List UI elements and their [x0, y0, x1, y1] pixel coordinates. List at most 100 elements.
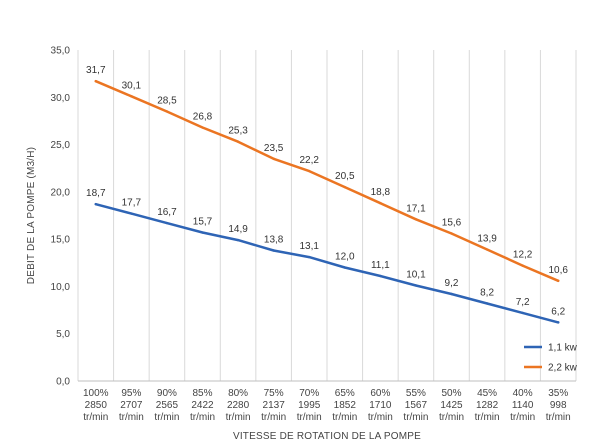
data-point	[201, 231, 204, 234]
x-tick-label-unit: tr/min	[368, 412, 393, 423]
data-point	[94, 202, 97, 206]
data-label: 18,7	[86, 188, 106, 199]
data-point	[557, 321, 560, 324]
data-label: 10,1	[406, 269, 426, 280]
data-point	[308, 255, 311, 259]
y-tick-label: 30,0	[51, 93, 71, 104]
data-point	[450, 232, 453, 235]
x-tick-label-rpm: 998	[550, 400, 567, 411]
x-tick-label-pct: 70%	[299, 388, 319, 399]
x-tick-label-pct: 50%	[441, 388, 461, 399]
x-tick-label-unit: tr/min	[332, 412, 357, 423]
data-point	[272, 157, 275, 160]
data-label: 12,2	[513, 250, 533, 261]
x-tick-label-rpm: 2565	[156, 400, 179, 411]
data-point	[485, 248, 489, 251]
x-tick-label-unit: tr/min	[475, 412, 500, 423]
data-point	[165, 221, 169, 225]
y-tick-label: 35,0	[51, 46, 71, 57]
data-point	[201, 126, 204, 129]
x-tick-label-rpm: 1567	[405, 400, 428, 411]
data-label: 17,1	[406, 203, 426, 214]
x-tick-label-unit: tr/min	[439, 412, 464, 423]
data-label: 20,5	[335, 171, 355, 182]
data-label: 8,2	[480, 287, 494, 298]
series-line-2	[94, 79, 560, 283]
x-tick-label-rpm: 2422	[191, 400, 214, 411]
x-axis-title: VITESSE DE ROTATION DE LA POMPE	[233, 431, 421, 442]
data-point	[308, 169, 311, 173]
data-label: 9,2	[445, 278, 459, 289]
data-label: 6,2	[551, 306, 565, 317]
data-label: 30,1	[122, 80, 142, 91]
data-label: 23,5	[264, 143, 284, 154]
y-tick-label: 10,0	[51, 282, 71, 293]
data-point	[236, 140, 240, 143]
x-tick-label-unit: tr/min	[403, 412, 428, 423]
x-tick-label-unit: tr/min	[190, 412, 215, 423]
data-label: 13,8	[264, 234, 284, 245]
x-tick-label-pct: 35%	[548, 388, 568, 399]
data-label: 14,9	[228, 224, 248, 235]
data-label: 22,2	[299, 155, 319, 166]
series-line-1	[94, 202, 560, 324]
x-tick-label-pct: 80%	[228, 388, 248, 399]
x-tick-label-rpm: 2707	[120, 400, 143, 411]
x-tick-label-unit: tr/min	[154, 412, 179, 423]
data-point	[521, 264, 524, 267]
data-label: 17,7	[122, 198, 142, 209]
legend-label: 1,1 kw	[548, 343, 578, 354]
x-tick-label-rpm: 1852	[334, 400, 357, 411]
x-tick-label-unit: tr/min	[83, 412, 108, 423]
data-point	[557, 279, 560, 282]
data-label: 26,8	[193, 112, 213, 123]
data-label: 10,6	[548, 265, 568, 276]
x-tick-label-pct: 90%	[157, 388, 177, 399]
y-tick-label: 20,0	[51, 187, 71, 198]
data-point	[379, 274, 382, 278]
x-tick-label-pct: 95%	[121, 388, 141, 399]
data-label: 16,7	[157, 207, 177, 218]
data-label: 28,5	[157, 95, 177, 106]
data-point	[379, 202, 382, 205]
x-tick-label-pct: 60%	[370, 388, 390, 399]
y-tick-label: 15,0	[51, 235, 71, 246]
data-point	[130, 95, 133, 98]
data-point	[414, 218, 418, 221]
x-tick-label-rpm: 1140	[512, 400, 534, 411]
x-tick-label-rpm: 1710	[369, 400, 392, 411]
data-label: 11,1	[371, 260, 390, 271]
x-tick-label-rpm: 2280	[227, 400, 250, 411]
x-tick-label-rpm: 2137	[263, 400, 286, 411]
data-point	[272, 249, 275, 252]
data-point	[485, 302, 489, 305]
x-tick-label-unit: tr/min	[261, 412, 286, 423]
x-tick-label-rpm: 2850	[85, 400, 108, 411]
data-point	[414, 284, 418, 287]
data-point	[521, 311, 524, 315]
x-tick-label-unit: tr/min	[546, 412, 571, 423]
x-tick-label-pct: 40%	[513, 388, 533, 399]
y-tick-label: 5,0	[56, 329, 70, 340]
y-axis-title: DEBIT DE LA POMPE (M3/H)	[26, 147, 37, 284]
x-tick-label-pct: 45%	[477, 388, 497, 399]
data-point	[165, 110, 169, 113]
data-point	[343, 185, 346, 189]
x-tick-label-rpm: 1995	[298, 400, 321, 411]
x-tick-label-unit: tr/min	[119, 412, 144, 423]
data-label: 13,1	[299, 241, 319, 252]
data-point	[236, 238, 240, 242]
y-tick-label: 25,0	[51, 140, 71, 151]
data-label: 15,6	[442, 217, 462, 228]
data-label: 31,7	[86, 65, 106, 76]
x-tick-label-unit: tr/min	[297, 412, 322, 423]
data-label: 12,0	[335, 252, 355, 263]
x-tick-label-pct: 55%	[406, 388, 426, 399]
y-tick-label: 0,0	[56, 377, 70, 388]
data-point	[450, 292, 453, 296]
x-tick-label-pct: 65%	[335, 388, 355, 399]
x-tick-label-unit: tr/min	[226, 412, 251, 423]
x-tick-label-pct: 100%	[83, 388, 109, 399]
